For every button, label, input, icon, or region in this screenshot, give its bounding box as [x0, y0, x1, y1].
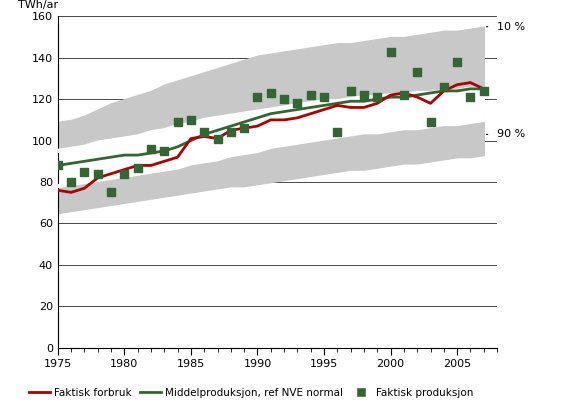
Text: 10 %: 10 % [497, 22, 525, 32]
Point [173, 119, 182, 125]
Point [266, 90, 275, 96]
Point [253, 94, 262, 100]
Point [399, 92, 409, 98]
Point [479, 88, 488, 94]
Point [293, 100, 302, 107]
Point [373, 94, 382, 100]
Point [199, 129, 209, 136]
Text: TWh/ar: TWh/ar [18, 0, 58, 10]
Text: 90 %: 90 % [497, 129, 525, 139]
Point [239, 125, 249, 131]
Point [386, 48, 395, 55]
Point [320, 94, 329, 100]
Point [213, 135, 222, 142]
Point [66, 179, 76, 185]
Point [426, 119, 435, 125]
Point [146, 146, 155, 152]
Point [306, 92, 316, 98]
Point [53, 162, 62, 169]
Point [413, 69, 422, 76]
Point [226, 129, 235, 136]
Point [80, 169, 89, 175]
Point [120, 171, 129, 177]
Point [186, 117, 195, 123]
Point [133, 164, 142, 171]
Point [160, 148, 169, 154]
Point [439, 83, 449, 90]
Point [346, 88, 355, 94]
Point [106, 189, 116, 196]
Point [333, 129, 342, 136]
Point [280, 96, 289, 103]
Point [360, 92, 369, 98]
Point [93, 171, 102, 177]
Point [466, 94, 475, 100]
Point [453, 58, 462, 65]
Legend: Faktisk forbruk, Middelproduksjon, ref NVE normal, Faktisk produksjon: Faktisk forbruk, Middelproduksjon, ref N… [25, 384, 477, 402]
